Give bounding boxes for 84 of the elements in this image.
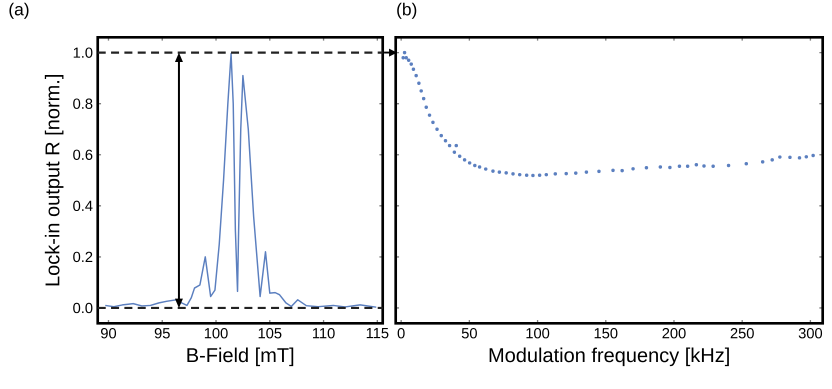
point xyxy=(448,144,452,148)
point xyxy=(440,134,443,138)
chart-title: (b) xyxy=(397,2,416,19)
point xyxy=(478,165,482,169)
point xyxy=(554,172,558,176)
point xyxy=(584,170,588,174)
point xyxy=(410,62,413,66)
point xyxy=(668,166,672,170)
point xyxy=(518,172,522,176)
y-tick-label: 0.2 xyxy=(73,252,92,262)
point xyxy=(531,174,535,178)
point xyxy=(620,168,624,172)
point xyxy=(435,127,439,131)
point xyxy=(678,164,682,168)
x-tick-label: 110 xyxy=(312,328,335,338)
y-axis-title: Lock-in output R [norm.] xyxy=(44,75,64,286)
point xyxy=(422,96,426,100)
x-tick-label: 50 xyxy=(462,328,477,338)
point xyxy=(468,161,472,165)
point xyxy=(402,50,406,54)
point xyxy=(412,67,416,71)
point xyxy=(401,56,405,60)
chart-title: (a) xyxy=(9,2,28,19)
point xyxy=(644,166,648,170)
point xyxy=(811,154,815,158)
point xyxy=(414,74,418,78)
x-tick-label: 250 xyxy=(730,328,754,338)
point xyxy=(458,154,462,158)
point xyxy=(702,164,706,168)
x-tick-label: 0 xyxy=(398,328,405,338)
point xyxy=(524,173,528,177)
point xyxy=(404,56,408,60)
point xyxy=(462,158,466,162)
y-tick-label: 1.0 xyxy=(74,47,92,58)
point xyxy=(770,158,774,162)
point xyxy=(419,89,423,93)
point xyxy=(454,144,458,148)
point xyxy=(504,171,508,175)
point xyxy=(424,106,428,110)
x-tick-label: 150 xyxy=(594,328,618,338)
x-tick-label: 200 xyxy=(662,328,686,338)
point xyxy=(658,165,662,169)
point xyxy=(686,164,690,168)
x-tick-label: 105 xyxy=(258,328,282,338)
y-tick-label: 0.4 xyxy=(73,200,93,212)
point xyxy=(778,155,782,159)
x-axis-title: B-Field [mT] xyxy=(187,348,294,366)
x-tick-label: 90 xyxy=(101,328,116,338)
x-tick-label: 95 xyxy=(154,328,170,338)
point xyxy=(711,164,715,168)
point xyxy=(538,173,542,177)
point xyxy=(444,138,448,142)
point xyxy=(694,162,698,166)
x-tick-label: 300 xyxy=(798,328,822,338)
point xyxy=(431,120,435,124)
point xyxy=(406,58,410,62)
point xyxy=(498,170,502,174)
point xyxy=(798,156,802,160)
point xyxy=(597,170,601,174)
point xyxy=(804,155,808,159)
point xyxy=(452,150,456,154)
line-series xyxy=(104,52,377,308)
point xyxy=(417,82,421,85)
point xyxy=(788,156,792,160)
point xyxy=(564,172,568,176)
point xyxy=(631,167,635,171)
point xyxy=(484,167,488,171)
point xyxy=(744,162,748,166)
point xyxy=(428,113,432,117)
point xyxy=(491,169,495,173)
y-tick-label: 0.0 xyxy=(73,302,92,314)
x-tick-label: 100 xyxy=(204,328,228,338)
x-tick-label: 100 xyxy=(526,328,550,338)
x-axis-title: Modulation frequency [kHz] xyxy=(490,348,729,366)
point xyxy=(726,164,730,168)
x-tick-label: 115 xyxy=(366,328,388,338)
y-tick-label: 0.8 xyxy=(73,98,92,109)
point xyxy=(511,172,515,176)
y-tick-label: 0.6 xyxy=(73,150,92,160)
point xyxy=(473,164,477,168)
point xyxy=(544,172,548,176)
point xyxy=(611,168,615,172)
point xyxy=(574,171,578,175)
point xyxy=(760,160,764,164)
